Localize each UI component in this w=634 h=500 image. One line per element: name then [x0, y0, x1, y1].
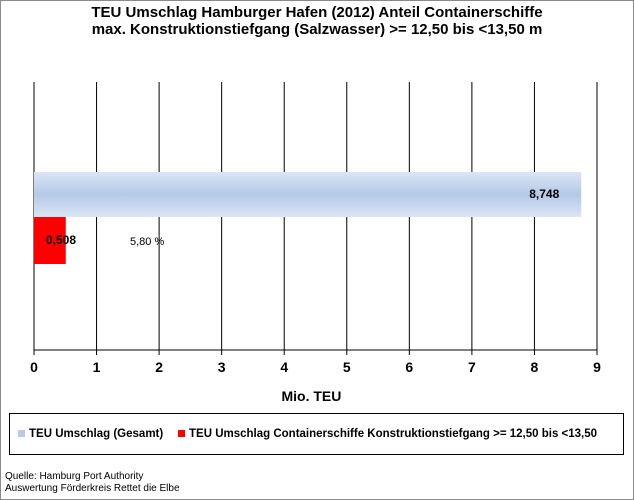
legend-item-gesamt: TEU Umschlag (Gesamt) [18, 428, 163, 440]
tick-label-x-4: 4 [280, 359, 288, 375]
tick-label-x-0: 0 [30, 359, 38, 375]
chart-title-block: TEU Umschlag Hamburger Hafen (2012) Ante… [0, 4, 634, 38]
legend: TEU Umschlag (Gesamt) TEU Umschlag Conta… [9, 413, 624, 455]
x-axis-title: Mio. TEU [281, 388, 342, 404]
bar-total [34, 172, 582, 217]
legend-swatch-containerschiffe [178, 430, 185, 437]
tick-label-x-2: 2 [155, 359, 163, 375]
legend-swatch-gesamt [18, 430, 25, 437]
data-label-total: 8,748 [529, 187, 560, 201]
tick-label-x-9: 9 [593, 359, 601, 375]
source-line-1: Quelle: Hamburg Port Authority [5, 471, 144, 482]
source-line-2: Auswertung Förderkreis Rettet die Elbe [5, 483, 180, 494]
chart-title: TEU Umschlag Hamburger Hafen (2012) Ante… [91, 4, 543, 21]
tick-label-x-6: 6 [405, 359, 413, 375]
data-label-containerschiffe: 0,508 [46, 233, 77, 247]
tick-label-x-7: 7 [468, 359, 476, 375]
bar-containerschiffe [34, 217, 66, 264]
tick-label-x-3: 3 [218, 359, 226, 375]
legend-item-containerschiffe: TEU Umschlag Containerschiffe Konstrukti… [178, 428, 597, 440]
chart-subtitle: max. Konstruktionstiefgang (Salzwasser) … [91, 21, 543, 38]
tick-label-x-5: 5 [343, 359, 351, 375]
tick-label-x-8: 8 [531, 359, 539, 375]
share-annotation: 5,80 % [130, 236, 165, 248]
legend-label-gesamt: TEU Umschlag (Gesamt) [29, 428, 164, 440]
legend-label-containerschiffe: TEU Umschlag Containerschiffe Konstrukti… [189, 428, 598, 440]
tick-label-x-1: 1 [93, 359, 101, 375]
